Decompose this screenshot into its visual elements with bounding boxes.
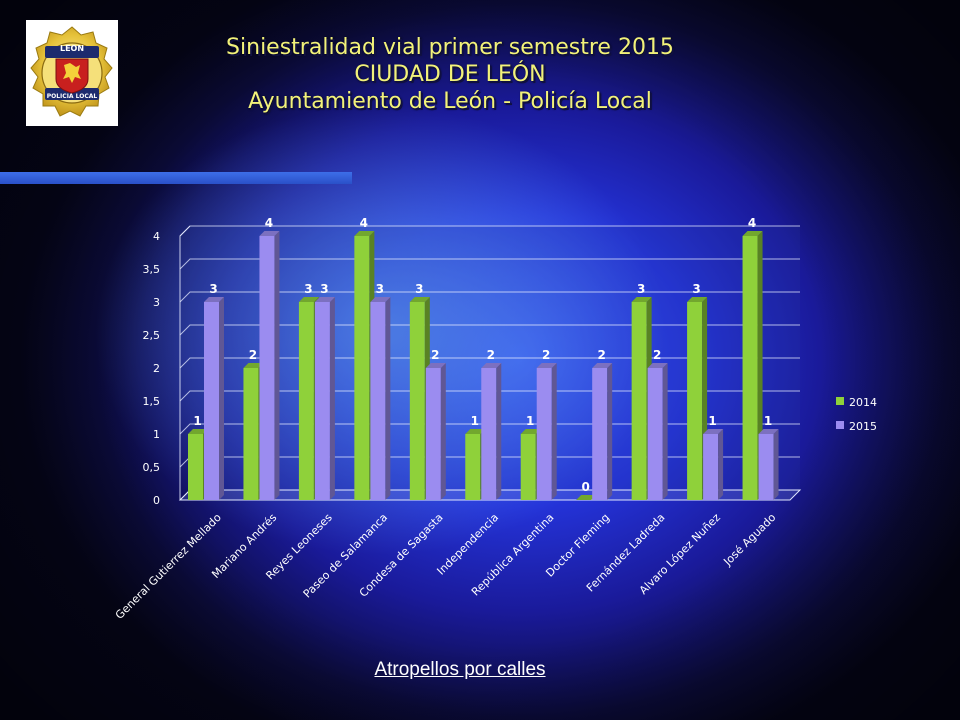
data-label-2015: 4	[265, 216, 273, 230]
data-label-2014: 1	[526, 414, 534, 428]
data-label-2014: 3	[415, 282, 423, 296]
y-axis-ticks: 0 0,5 1 1,5 2 2,5 3 3,5 4	[143, 230, 161, 507]
logo-bottom-text: POLICIA LOCAL	[47, 93, 98, 100]
data-label-2015: 2	[487, 348, 495, 362]
gridline	[179, 291, 800, 303]
y-tick-label: 3	[153, 296, 160, 309]
chart-caption-link[interactable]: Atropellos por calles	[374, 659, 546, 680]
y-tick-label: 0	[153, 494, 160, 507]
data-label-2015: 2	[598, 348, 606, 362]
data-label-2015: 1	[708, 414, 716, 428]
data-label-2015: 3	[320, 282, 328, 296]
data-label-2015: 2	[653, 348, 661, 362]
bar-2015	[592, 363, 613, 500]
logo-top-text: LEON	[60, 44, 84, 53]
police-badge-icon: LEON POLICIA LOCAL	[30, 26, 113, 117]
data-label-2014: 2	[249, 348, 257, 362]
gridline	[179, 324, 800, 336]
bar-2015	[204, 297, 224, 500]
police-logo: LEON POLICIA LOCAL	[26, 20, 118, 126]
chart-legend: 2014 2015	[836, 396, 877, 433]
legend-label-2014: 2014	[849, 396, 877, 409]
bar-2015	[314, 297, 335, 500]
legend-swatch-2015	[836, 421, 844, 429]
data-label-2015: 3	[209, 282, 217, 296]
bar-2015	[758, 429, 779, 500]
gridline	[179, 357, 800, 369]
data-label-2014: 0	[582, 480, 590, 494]
data-label-2015: 2	[431, 348, 439, 362]
data-label-2014: 1	[193, 414, 201, 428]
data-label-2014: 3	[304, 282, 312, 296]
data-label-2014: 4	[748, 216, 756, 230]
legend-label-2015: 2015	[849, 420, 877, 433]
data-label-2014: 3	[637, 282, 645, 296]
y-tick-label: 2,5	[143, 329, 161, 342]
bar-2015	[259, 231, 280, 500]
title-line-3: Ayuntamiento de León - Policía Local	[248, 89, 652, 114]
bar-2015	[647, 363, 668, 500]
bar-2015	[425, 363, 446, 500]
y-tick-label: 4	[153, 230, 160, 243]
y-tick-label: 2	[153, 362, 160, 375]
data-label-2014: 3	[692, 282, 700, 296]
page-title: Siniestralidad vial primer semestre 2015…	[150, 34, 750, 115]
accent-bar	[0, 172, 352, 184]
data-label-2015: 3	[376, 282, 384, 296]
y-tick-label: 1	[153, 428, 160, 441]
y-tick-label: 1,5	[143, 395, 161, 408]
bar-2015	[481, 363, 502, 500]
y-tick-label: 3,5	[143, 263, 161, 276]
title-line-2: CIUDAD DE LEÓN	[354, 62, 546, 87]
legend-swatch-2014	[836, 397, 844, 405]
bar-2014	[576, 495, 597, 500]
gridline	[179, 258, 800, 270]
data-label-2014: 4	[360, 216, 368, 230]
data-label-2014: 1	[471, 414, 479, 428]
data-label-2015: 2	[542, 348, 550, 362]
title-line-1: Siniestralidad vial primer semestre 2015	[226, 35, 674, 60]
chart-bars	[188, 231, 779, 500]
bar-2015	[370, 297, 391, 500]
x-tick-label: José Aguado	[720, 511, 778, 569]
data-label-2015: 1	[764, 414, 772, 428]
bar-2015	[703, 429, 724, 500]
y-tick-label: 0,5	[143, 461, 161, 474]
x-tick-label: General Gutierrez Mellado	[113, 511, 224, 622]
bar-2015	[536, 363, 557, 500]
